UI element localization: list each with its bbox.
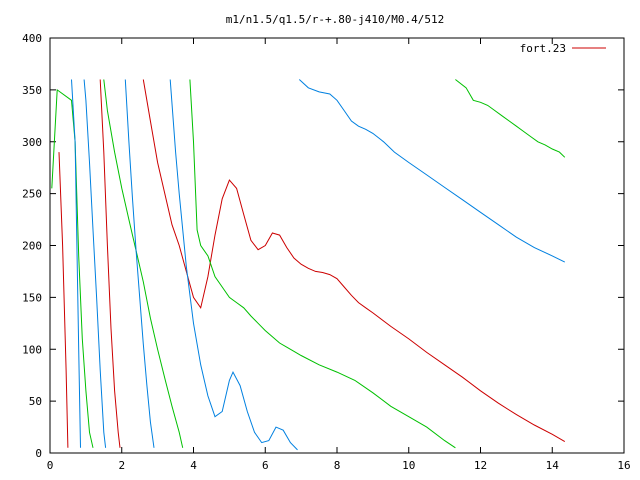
- legend: fort.23: [520, 42, 606, 55]
- series-0: [58, 79, 566, 448]
- y-tick-label: 150: [22, 291, 42, 304]
- x-tick-label: 12: [474, 459, 487, 472]
- series-line: [124, 79, 155, 448]
- x-tick-label: 16: [617, 459, 630, 472]
- series-2: [71, 79, 566, 451]
- y-tick-label: 200: [22, 240, 42, 253]
- x-axis-ticks: 0 2 4 6 8 10 12 14 16: [47, 38, 631, 472]
- legend-label: fort.23: [520, 42, 566, 55]
- y-tick-label: 100: [22, 343, 42, 356]
- y-tick-label: 0: [35, 447, 42, 460]
- series-line: [83, 79, 107, 448]
- series-layer: [51, 79, 566, 451]
- chart-title: m1/n1.5/q1.5/r-+.80-j410/M0.4/512: [226, 13, 445, 26]
- y-tick-label: 250: [22, 188, 42, 201]
- y-axis-ticks: 0 50 100 150 200 250 300 350 400: [22, 32, 624, 460]
- series-line: [58, 152, 69, 448]
- x-tick-label: 6: [262, 459, 269, 472]
- x-tick-label: 0: [47, 459, 54, 472]
- y-tick-label: 300: [22, 136, 42, 149]
- series-line: [51, 88, 94, 448]
- series-line: [455, 79, 566, 158]
- y-tick-label: 350: [22, 84, 42, 97]
- y-tick-label: 50: [29, 395, 42, 408]
- series-line: [142, 79, 566, 443]
- x-tick-label: 8: [334, 459, 341, 472]
- series-1: [51, 79, 566, 449]
- series-line: [71, 79, 81, 448]
- series-line: [103, 79, 184, 448]
- x-tick-label: 10: [402, 459, 415, 472]
- x-tick-label: 14: [546, 459, 560, 472]
- x-tick-label: 2: [118, 459, 125, 472]
- series-line: [169, 79, 298, 451]
- y-tick-label: 400: [22, 32, 42, 45]
- series-line: [298, 79, 566, 263]
- series-line: [189, 79, 456, 449]
- x-tick-label: 4: [190, 459, 197, 472]
- series-line: [99, 79, 121, 448]
